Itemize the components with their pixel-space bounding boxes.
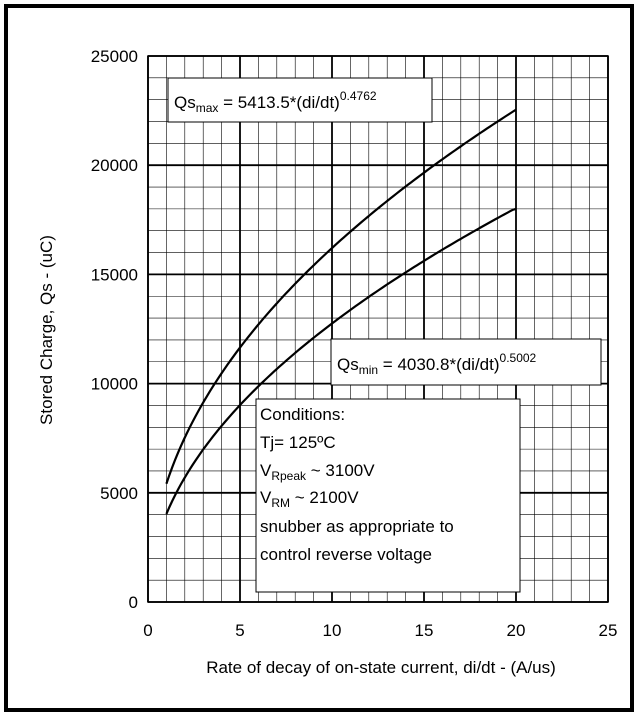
vrpeak-rest: ~ 3100V xyxy=(306,461,375,480)
svg-text:Qsmax = 5413.5*(di/dt)0.4762: Qsmax = 5413.5*(di/dt)0.4762 xyxy=(174,89,377,115)
qs-min-base: Qs xyxy=(337,355,359,374)
qs-max-base: Qs xyxy=(174,93,196,112)
plot-area-border xyxy=(147,55,609,603)
x-tick-label: 15 xyxy=(415,621,434,640)
series-qs-min-line xyxy=(165,207,517,515)
y-tick-label: 25000 xyxy=(91,47,138,66)
conditions-title: Conditions: xyxy=(260,405,345,424)
vrm-rest: ~ 2100V xyxy=(290,488,359,507)
vrpeak-base: V xyxy=(260,461,272,480)
series-layer xyxy=(165,108,517,515)
qs-min-exponent: 0.5002 xyxy=(500,351,537,365)
qs-max-sub: max xyxy=(196,101,219,115)
qs-min-sub: min xyxy=(359,363,378,377)
y-tick-label: 0 xyxy=(129,593,138,612)
conditions-line5: snubber as appropriate to xyxy=(260,517,454,536)
y-axis-title: Stored Charge, Qs - (uC) xyxy=(37,235,56,425)
qs-max-expr: = 5413.5*(di/dt) xyxy=(218,93,339,112)
x-axis-title: Rate of decay of on-state current, di/dt… xyxy=(206,658,556,677)
conditions-vrm: VRM ~ 2100V xyxy=(260,488,359,510)
x-tick-label: 20 xyxy=(507,621,526,640)
conditions-vrpeak: VRpeak ~ 3100V xyxy=(260,461,375,483)
y-tick-label: 10000 xyxy=(91,375,138,394)
vrm-base: V xyxy=(260,488,272,507)
y-tick-label: 5000 xyxy=(100,484,138,503)
tick-labels: 0 5 10 15 20 25 0 5000 10000 15000 20000 25000 xyxy=(91,47,618,640)
x-tick-label: 10 xyxy=(323,621,342,640)
x-tick-label: 5 xyxy=(235,621,244,640)
y-tick-label: 20000 xyxy=(91,156,138,175)
x-tick-label: 0 xyxy=(143,621,152,640)
series-qs-max-line xyxy=(165,108,517,485)
qs-max-annotation: Qsmax = 5413.5*(di/dt)0.4762 xyxy=(167,77,433,123)
qs-max-exponent: 0.4762 xyxy=(340,89,377,103)
conditions-tj: Tj= 125ºC xyxy=(260,433,336,452)
qs-min-expr: = 4030.8*(di/dt) xyxy=(378,355,499,374)
conditions-line6: control reverse voltage xyxy=(260,545,432,564)
y-tick-label: 15000 xyxy=(91,265,138,284)
qs-min-annotation: Qsmin = 4030.8*(di/dt)0.5002 xyxy=(330,338,602,386)
vrm-sub: RM xyxy=(271,496,290,510)
conditions-annotation: Conditions: Tj= 125ºC VRpeak ~ 3100V VRM… xyxy=(255,398,521,593)
svg-text:Qsmin = 4030.8*(di/dt)0.5002: Qsmin = 4030.8*(di/dt)0.5002 xyxy=(337,351,537,377)
vrpeak-sub: Rpeak xyxy=(271,469,307,483)
x-tick-label: 25 xyxy=(599,621,618,640)
